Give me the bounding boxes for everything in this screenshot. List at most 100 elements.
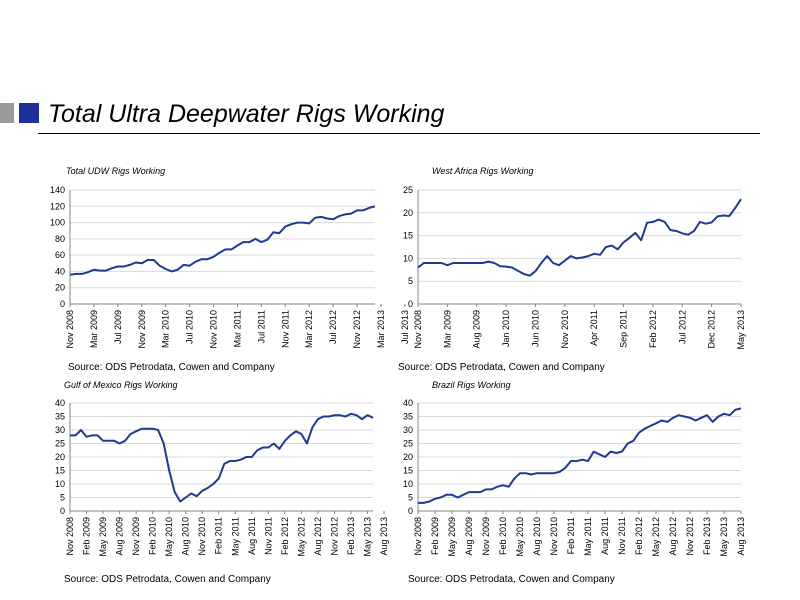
x-tick-label: Feb 2012 — [648, 310, 658, 348]
x-tick-label: Nov 2010 — [549, 517, 559, 556]
x-tick-label: Aug 2013 — [736, 517, 746, 556]
chart-plot: 0 5 10 15 20 25 Nov 2008 Mar 2009 Aug 2009 Jan 20… — [403, 185, 746, 350]
y-tick-label: 5 — [60, 493, 65, 503]
chart-panel-west-africa: West Africa Rigs Working 0 5 10 15 20 25 Nov 2… — [388, 160, 768, 375]
title-divider — [38, 133, 760, 134]
x-tick-label: Feb 2012 — [634, 517, 644, 555]
x-tick-label: Aug 2012 — [668, 517, 678, 556]
y-tick-label: 120 — [50, 201, 65, 211]
chart-plot: 0 5 10 15 20 25 30 35 40 Nov 2008 Feb 2009 May 2009… — [55, 398, 389, 557]
chart-source: Source: ODS Petrodata, Cowen and Company — [398, 362, 605, 373]
x-tick-label: Apr 2011 — [589, 310, 599, 346]
x-tick-label: Feb 2009 — [430, 517, 440, 555]
x-tick-label: Nov 2010 — [209, 310, 219, 349]
y-tick-label: 0 — [60, 506, 65, 516]
x-tick-label: May 2010 — [515, 517, 525, 557]
y-tick-label: 10 — [403, 479, 413, 489]
x-tick-label: May 2011 — [230, 517, 240, 556]
x-tick-label: Feb 2011 — [214, 517, 224, 554]
x-tick-label: May 2012 — [296, 517, 306, 557]
x-tick-label: Nov 2008 — [65, 517, 75, 556]
x-tick-label: Nov 2012 — [685, 517, 695, 556]
x-tick-label: Jul 2012 — [328, 310, 338, 344]
chart-title: West Africa Rigs Working — [432, 166, 534, 176]
y-tick-label: 25 — [55, 439, 65, 449]
x-tick-label: May 2013 — [736, 310, 746, 350]
x-tick-label: Aug 2010 — [532, 517, 542, 556]
x-tick-label: Jul 2011 — [256, 310, 266, 343]
y-tick-label: 5 — [408, 276, 413, 286]
y-tick-label: 140 — [50, 185, 65, 195]
chart-source: Source: ODS Petrodata, Cowen and Company — [408, 574, 615, 585]
x-tick-label: Nov 2011 — [263, 517, 273, 555]
x-tick-label: Nov 2010 — [560, 310, 570, 349]
x-tick-label: Aug 2009 — [115, 517, 125, 556]
x-tick-label: Nov 2009 — [137, 310, 147, 349]
x-tick-label: Dec 2012 — [707, 310, 717, 349]
y-tick-label: 20 — [55, 452, 65, 462]
series-line — [418, 407, 742, 504]
x-tick-label: Aug 2009 — [464, 517, 474, 556]
y-tick-label: 10 — [403, 253, 413, 263]
page-title: Total Ultra Deepwater Rigs Working — [48, 100, 445, 128]
x-tick-label: May 2011 — [583, 517, 593, 556]
series-line — [70, 412, 374, 503]
y-tick-label: 35 — [55, 412, 65, 422]
y-tick-label: 25 — [403, 439, 413, 449]
x-tick-label: Feb 2013 — [346, 517, 356, 555]
y-tick-label: 10 — [55, 479, 65, 489]
y-tick-label: 15 — [403, 231, 413, 241]
x-tick-label: Aug 2009 — [472, 310, 482, 349]
x-tick-label: May 2009 — [98, 517, 108, 557]
x-tick-label: Sep 2011 — [619, 310, 629, 348]
y-tick-label: 0 — [60, 299, 65, 309]
chart-title: Total UDW Rigs Working — [66, 166, 166, 176]
y-tick-label: 100 — [50, 218, 65, 228]
x-tick-label: Aug 2012 — [313, 517, 323, 556]
x-tick-label: Jul 2013 — [400, 310, 410, 344]
x-tick-label: Nov 2008 — [65, 310, 75, 349]
title-accent-blue — [19, 103, 39, 123]
x-tick-label: Jan 2010 — [501, 310, 511, 347]
x-tick-label: Mar 2013 — [376, 310, 386, 348]
y-tick-label: 15 — [55, 466, 65, 476]
x-tick-label: Aug 2011 — [247, 517, 257, 555]
x-tick-label: Nov 2012 — [352, 310, 362, 349]
y-tick-label: 40 — [55, 266, 65, 276]
y-tick-label: 30 — [403, 425, 413, 435]
y-tick-label: 15 — [403, 466, 413, 476]
chart-plot: 0 5 10 15 20 25 30 35 40 Nov 2008 Feb 2009 May 2009… — [403, 398, 746, 557]
y-tick-label: 80 — [55, 234, 65, 244]
y-tick-label: 20 — [403, 208, 413, 218]
y-tick-label: 30 — [55, 425, 65, 435]
x-tick-label: Aug 2011 — [600, 517, 610, 555]
x-tick-label: May 2012 — [651, 517, 661, 557]
x-tick-label: Feb 2012 — [280, 517, 290, 555]
x-tick-label: Nov 2009 — [131, 517, 141, 556]
series-line — [69, 205, 376, 276]
x-tick-label: Aug 2013 — [379, 517, 389, 556]
series-line — [417, 198, 742, 277]
x-tick-label: Mar 2009 — [442, 310, 452, 348]
y-tick-label: 35 — [403, 412, 413, 422]
x-tick-label: May 2009 — [447, 517, 457, 557]
x-tick-label: May 2013 — [362, 517, 372, 557]
x-tick-label: Jul 2010 — [185, 310, 195, 344]
y-tick-label: 60 — [55, 250, 65, 260]
chart-title: Brazil Rigs Working — [432, 380, 511, 390]
x-tick-label: May 2013 — [719, 517, 729, 557]
x-tick-label: Feb 2011 — [566, 517, 576, 554]
x-tick-label: Nov 2009 — [481, 517, 491, 556]
chart-source: Source: ODS Petrodata, Cowen and Company — [68, 362, 275, 373]
x-tick-label: Nov 2008 — [413, 517, 423, 556]
chart-title: Gulf of Mexico Rigs Working — [64, 380, 178, 390]
x-tick-label: Aug 2010 — [181, 517, 191, 556]
chart-panel-brazil: Brazil Rigs Working 0 5 10 15 20 25 30 35 40 Nov … — [388, 378, 768, 593]
x-tick-label: Feb 2010 — [148, 517, 158, 555]
x-tick-label: Feb 2013 — [702, 517, 712, 555]
y-tick-label: 0 — [408, 506, 413, 516]
x-tick-label: Feb 2010 — [498, 517, 508, 555]
x-tick-label: Nov 2010 — [197, 517, 207, 556]
x-tick-label: Nov 2011 — [617, 517, 627, 555]
